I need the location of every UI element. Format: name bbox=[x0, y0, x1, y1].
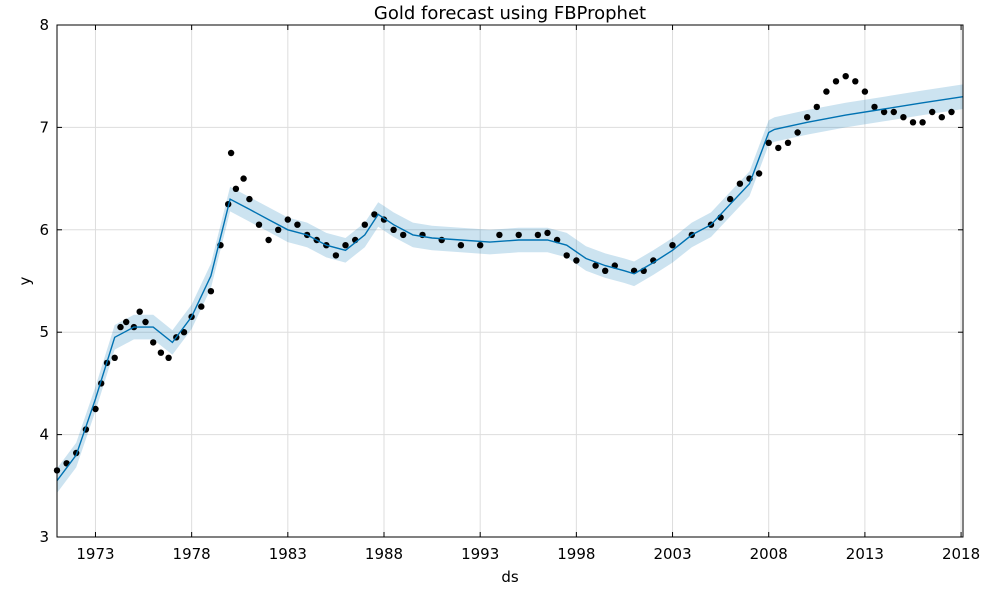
observed-point bbox=[823, 88, 830, 95]
x-tick-label: 1973 bbox=[76, 545, 114, 563]
y-tick-label: 6 bbox=[39, 221, 49, 239]
observed-point bbox=[852, 78, 859, 85]
observed-point bbox=[784, 139, 792, 146]
observed-point bbox=[592, 262, 599, 269]
observed-point bbox=[861, 88, 869, 95]
x-tick-label: 2013 bbox=[846, 545, 884, 563]
observed-point bbox=[602, 267, 609, 274]
observed-point bbox=[136, 308, 143, 315]
observed-point bbox=[765, 139, 772, 146]
observed-point bbox=[371, 211, 378, 218]
observed-point bbox=[92, 405, 99, 413]
observed-point bbox=[157, 349, 165, 356]
observed-point bbox=[794, 129, 801, 136]
x-tick-label: 1998 bbox=[557, 545, 595, 563]
observed-point bbox=[573, 257, 580, 264]
observed-point bbox=[929, 108, 936, 116]
observed-point bbox=[669, 242, 676, 249]
observed-point bbox=[165, 354, 172, 361]
chart-title: Gold forecast using FBProphet bbox=[374, 3, 646, 24]
observed-point bbox=[727, 195, 734, 203]
observed-point bbox=[332, 252, 340, 259]
x-tick-label: 2018 bbox=[942, 545, 980, 563]
y-tick-label: 8 bbox=[39, 16, 49, 34]
x-tick-label: 2008 bbox=[750, 545, 788, 563]
observed-point bbox=[400, 231, 407, 239]
observed-point bbox=[117, 323, 124, 331]
observed-point bbox=[544, 229, 551, 237]
observed-point bbox=[255, 221, 263, 228]
observed-point bbox=[496, 231, 503, 239]
observed-point bbox=[240, 175, 247, 182]
observed-point bbox=[150, 339, 157, 346]
observed-point bbox=[563, 252, 570, 259]
forecast-uncertainty-band bbox=[57, 84, 963, 494]
observed-point bbox=[534, 231, 542, 239]
y-tick-label: 4 bbox=[39, 426, 49, 444]
observed-point bbox=[832, 78, 840, 85]
observed-point bbox=[842, 73, 849, 80]
observed-point bbox=[736, 180, 744, 187]
x-tick-label: 1983 bbox=[269, 545, 307, 563]
observed-point bbox=[477, 242, 484, 249]
observed-point bbox=[948, 108, 955, 116]
observed-point bbox=[207, 288, 215, 295]
observed-point bbox=[813, 103, 820, 111]
observed-point bbox=[909, 119, 917, 126]
x-axis-label: ds bbox=[501, 568, 519, 586]
observed-point bbox=[361, 221, 368, 228]
observed-point bbox=[198, 303, 205, 310]
observed-point bbox=[804, 114, 811, 121]
y-tick-label: 5 bbox=[39, 323, 49, 341]
observed-point bbox=[515, 231, 522, 239]
observed-point bbox=[775, 144, 782, 152]
axis-ticks: 1973 1978 1983 1988 1993 1998 2003 2008 2013 2018… bbox=[39, 16, 980, 563]
observed-point bbox=[755, 170, 763, 177]
plot-frame bbox=[56, 24, 964, 538]
observed-point bbox=[111, 354, 118, 361]
observed-point bbox=[294, 221, 301, 228]
observed-point bbox=[342, 242, 349, 249]
y-tick-label: 7 bbox=[39, 118, 49, 136]
observed-point bbox=[390, 226, 397, 233]
x-tick-label: 1993 bbox=[461, 545, 499, 563]
observed-point bbox=[227, 149, 235, 157]
observed-point bbox=[275, 226, 282, 233]
observed-point bbox=[900, 114, 907, 121]
observed-point bbox=[246, 195, 253, 203]
x-tick-label: 2003 bbox=[653, 545, 691, 563]
observed-point bbox=[457, 242, 465, 249]
observed-point bbox=[919, 119, 926, 126]
forecast-line bbox=[56, 96, 964, 482]
observed-point bbox=[880, 108, 888, 116]
observed-point bbox=[123, 318, 130, 326]
observed-point bbox=[232, 185, 240, 192]
observed-point bbox=[180, 329, 188, 336]
y-axis-label: y bbox=[16, 276, 34, 285]
x-tick-label: 1978 bbox=[173, 545, 211, 563]
y-tick-label: 3 bbox=[39, 528, 49, 546]
observed-point bbox=[265, 236, 272, 244]
observed-point bbox=[890, 108, 897, 116]
observed-point bbox=[938, 114, 945, 121]
observed-point bbox=[142, 318, 149, 326]
observed-point bbox=[284, 216, 291, 223]
observed-point bbox=[438, 236, 445, 244]
x-tick-label: 1988 bbox=[365, 545, 403, 563]
observed-point bbox=[871, 103, 878, 111]
